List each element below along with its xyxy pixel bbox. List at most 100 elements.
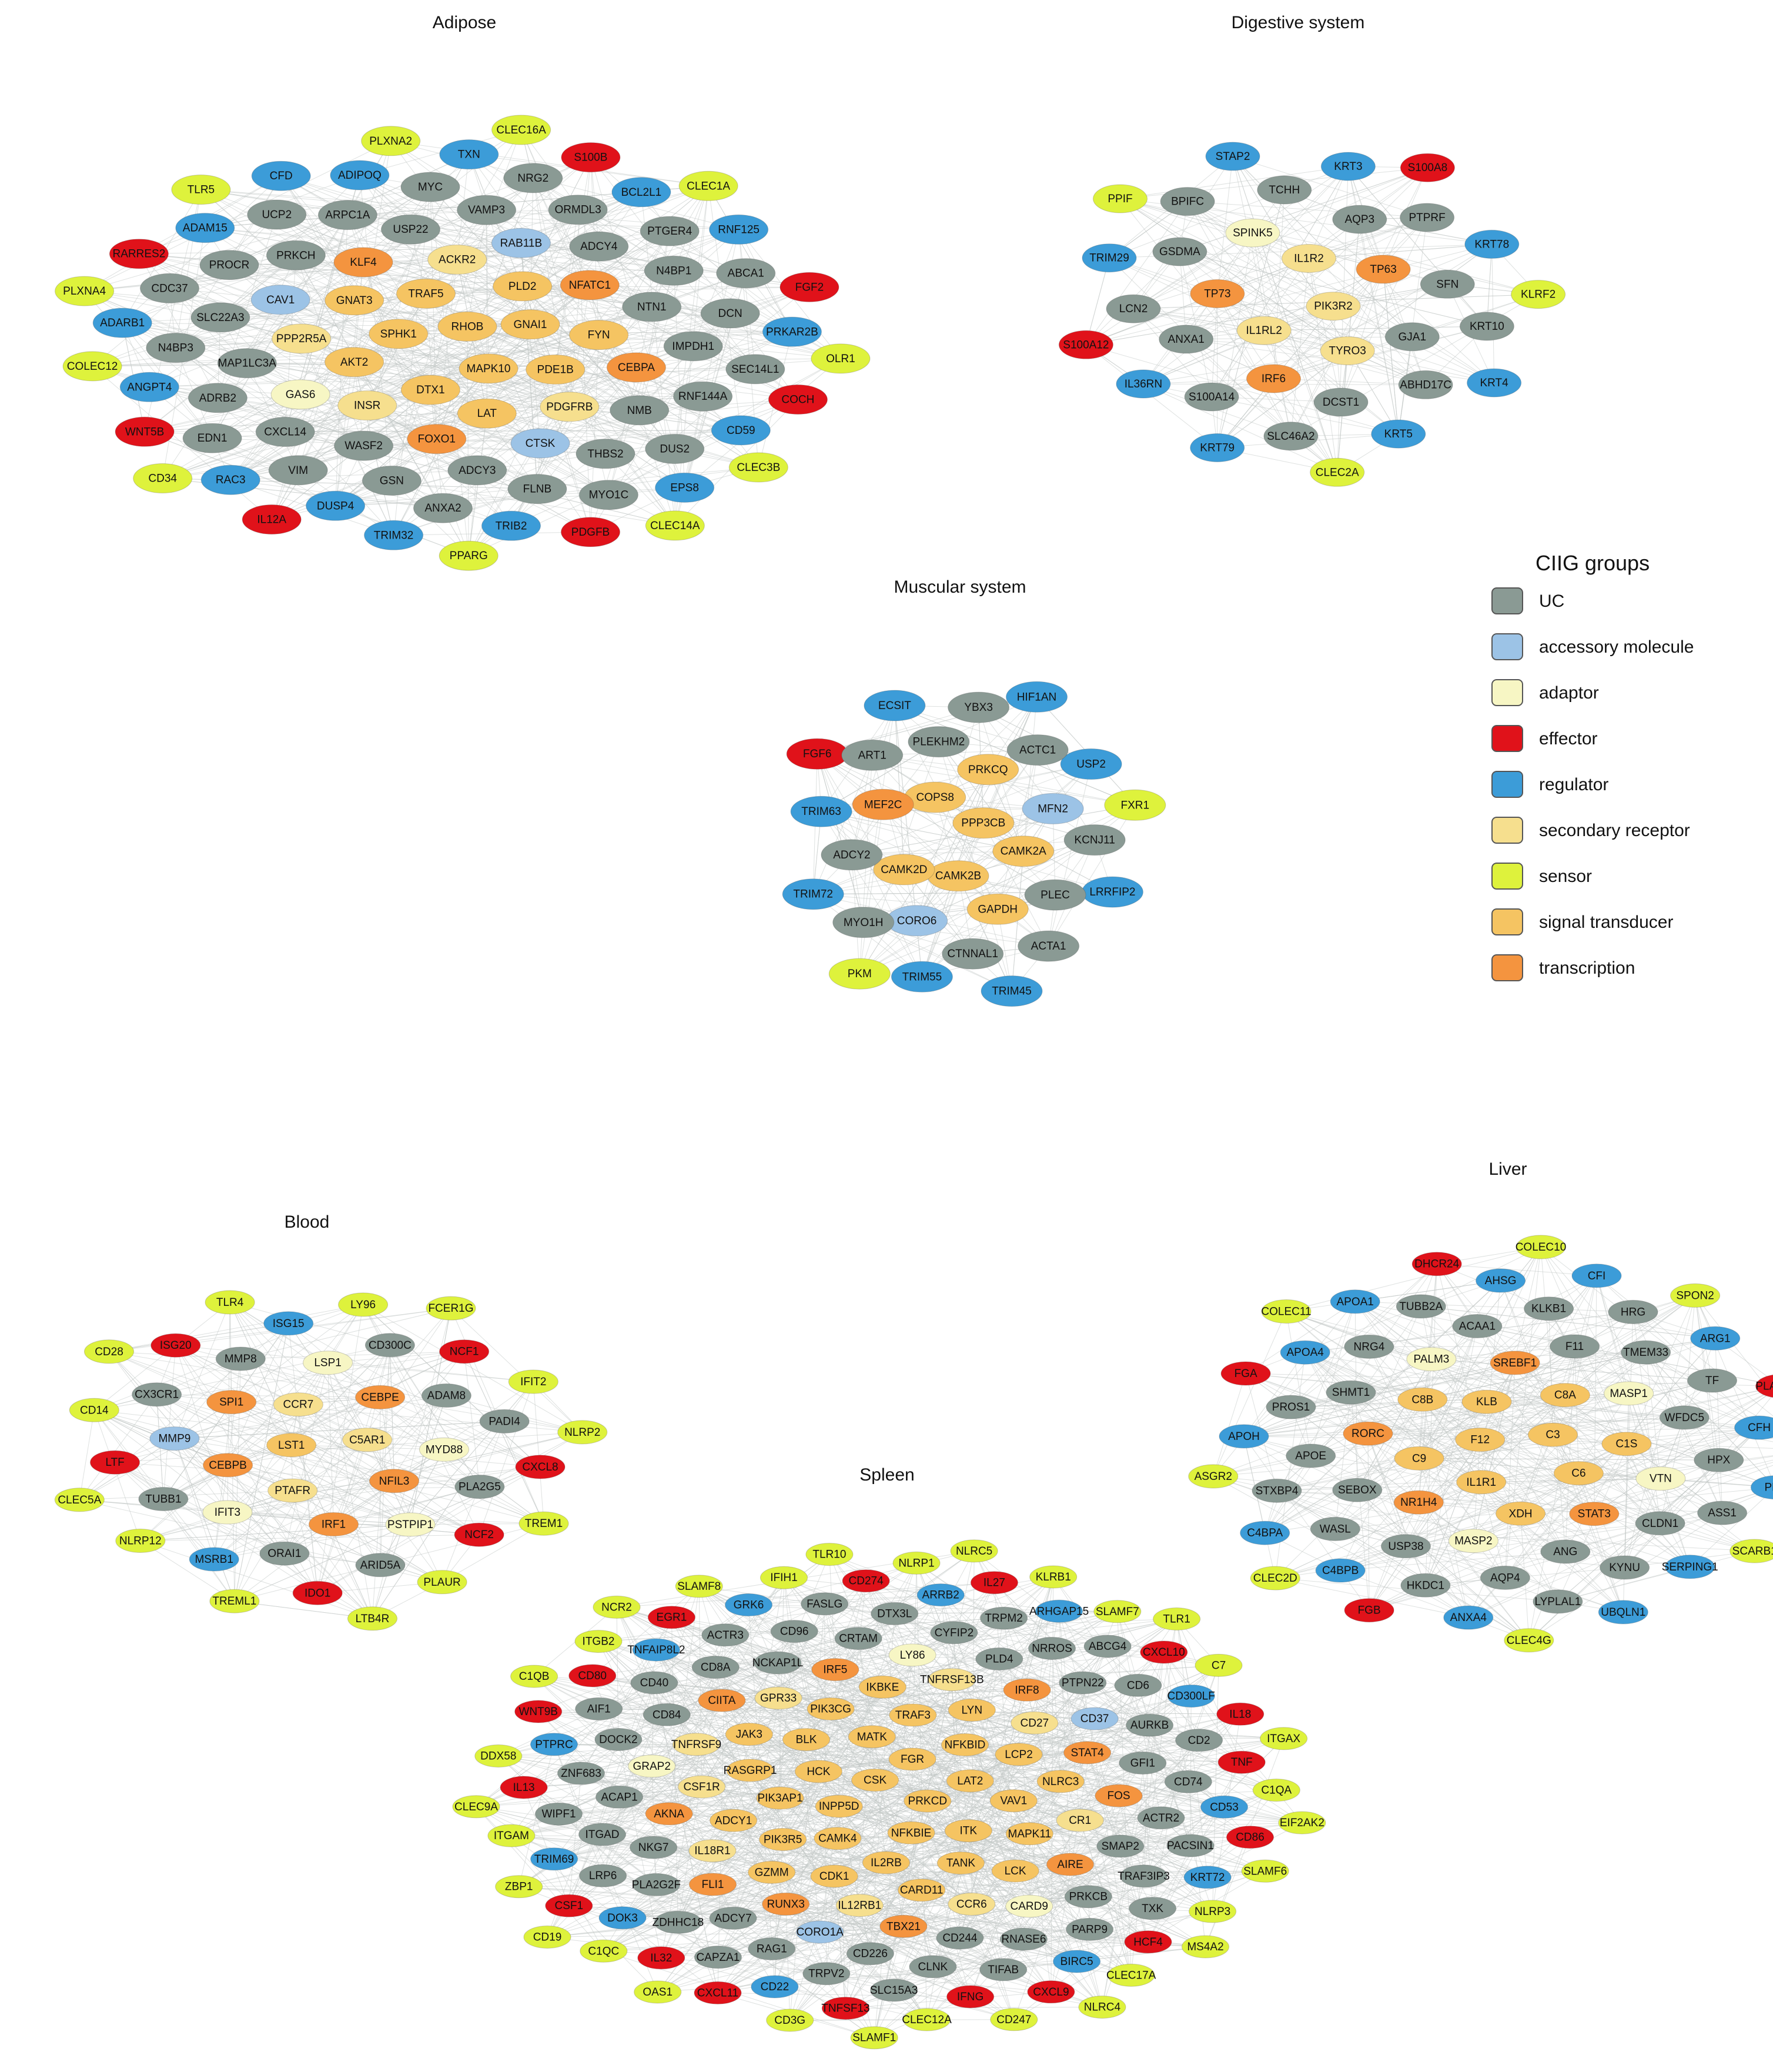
gene-node-ormdl3[interactable]: ORMDL3 (548, 195, 608, 225)
gene-node-anxa4[interactable]: ANXA4 (1443, 1605, 1494, 1630)
gene-node-pstpip1[interactable]: PSTPIP1 (385, 1512, 436, 1537)
gene-node-smap2[interactable]: SMAP2 (1096, 1834, 1145, 1858)
gene-node-csk[interactable]: CSK (851, 1769, 899, 1792)
gene-node-ms4a2[interactable]: MS4A2 (1182, 1935, 1229, 1959)
gene-node-cyfip2[interactable]: CYFIP2 (930, 1621, 978, 1645)
gene-node-krt79[interactable]: KRT79 (1190, 433, 1245, 462)
gene-node-lat[interactable]: LAT (457, 398, 517, 429)
gene-node-aqp4[interactable]: AQP4 (1480, 1565, 1530, 1590)
gene-node-lcn2[interactable]: LCN2 (1106, 294, 1161, 323)
gene-node-cdk1[interactable]: CDK1 (810, 1864, 858, 1888)
gene-node-sec14l1[interactable]: SEC14L1 (725, 354, 785, 385)
gene-node-c9[interactable]: C9 (1394, 1446, 1444, 1471)
gene-node-actr2[interactable]: ACTR2 (1137, 1806, 1185, 1830)
gene-node-nlrp12[interactable]: NLRP12 (115, 1529, 166, 1553)
gene-node-cd300lf[interactable]: CD300LF (1167, 1685, 1215, 1708)
gene-node-slc22a3[interactable]: SLC22A3 (190, 302, 250, 333)
gene-node-egr1[interactable]: EGR1 (647, 1606, 695, 1629)
gene-node-wasf2[interactable]: WASF2 (334, 430, 394, 461)
gene-node-ntn1[interactable]: NTN1 (622, 292, 682, 322)
gene-node-trim72[interactable]: TRIM72 (782, 878, 844, 910)
gene-node-cav1[interactable]: CAV1 (250, 285, 310, 315)
gene-node-itk[interactable]: ITK (944, 1819, 992, 1843)
gene-node-apoe[interactable]: APOE (1286, 1443, 1336, 1468)
gene-node-c5ar1[interactable]: C5AR1 (342, 1428, 393, 1452)
gene-node-coro6[interactable]: CORO6 (886, 905, 948, 937)
gene-node-padi4[interactable]: PADI4 (479, 1409, 530, 1433)
gene-node-isg20[interactable]: ISG20 (150, 1333, 201, 1358)
gene-node-tp73[interactable]: TP73 (1190, 279, 1245, 308)
gene-node-trim45[interactable]: TRIM45 (981, 975, 1043, 1007)
gene-node-parp9[interactable]: PARP9 (1066, 1917, 1114, 1941)
gene-node-camk2d[interactable]: CAMK2D (873, 854, 935, 885)
gene-node-ifit2[interactable]: IFIT2 (508, 1369, 558, 1394)
gene-node-pla2g1b[interactable]: PLA2G1B (1755, 1374, 1773, 1398)
gene-node-il13[interactable]: IL13 (500, 1776, 548, 1799)
gene-node-vamp3[interactable]: VAMP3 (457, 195, 517, 225)
gene-node-spon2[interactable]: SPON2 (1670, 1283, 1721, 1308)
gene-node-traf5[interactable]: TRAF5 (396, 278, 456, 309)
gene-node-aif1[interactable]: AIF1 (575, 1697, 623, 1720)
gene-node-rab11b[interactable]: RAB11B (491, 228, 551, 258)
gene-node-s100a8[interactable]: S100A8 (1400, 153, 1455, 182)
gene-node-gsn[interactable]: GSN (362, 466, 421, 496)
gene-node-ncf2[interactable]: NCF2 (454, 1522, 504, 1547)
gene-node-pdgfb[interactable]: PDGFB (561, 517, 620, 547)
gene-node-dok3[interactable]: DOK3 (598, 1906, 647, 1930)
gene-node-wnt9b[interactable]: WNT9B (514, 1700, 563, 1723)
gene-node-cd74[interactable]: CD74 (1164, 1770, 1212, 1793)
gene-node-cd14[interactable]: CD14 (69, 1398, 119, 1422)
gene-node-ctsk[interactable]: CTSK (510, 428, 570, 459)
gene-node-lck[interactable]: LCK (991, 1859, 1039, 1883)
gene-node-prkch[interactable]: PRKCH (266, 240, 326, 270)
gene-node-klrf2[interactable]: KLRF2 (1511, 280, 1566, 309)
gene-node-gapdh[interactable]: GAPDH (966, 893, 1029, 925)
gene-node-txn[interactable]: TXN (439, 139, 499, 170)
gene-node-ctnnal1[interactable]: CTNNAL1 (942, 938, 1004, 970)
gene-node-masp1[interactable]: MASP1 (1604, 1381, 1654, 1406)
gene-node-clec16a[interactable]: CLEC16A (491, 115, 551, 145)
gene-node-plg[interactable]: PLG (1751, 1475, 1773, 1500)
gene-node-krt10[interactable]: KRT10 (1459, 312, 1514, 341)
gene-node-gja1[interactable]: GJA1 (1384, 322, 1440, 352)
gene-node-clec12a[interactable]: CLEC12A (902, 2008, 952, 2031)
gene-node-cxcl10[interactable]: CXCL10 (1140, 1640, 1188, 1664)
gene-node-ahsg[interactable]: AHSG (1476, 1268, 1526, 1293)
gene-node-anxa2[interactable]: ANXA2 (413, 493, 473, 523)
gene-node-procr[interactable]: PROCR (199, 250, 259, 280)
gene-node-gas6[interactable]: GAS6 (270, 379, 330, 410)
gene-node-cd28[interactable]: CD28 (84, 1339, 134, 1364)
gene-node-clec9a[interactable]: CLEC9A (452, 1795, 500, 1819)
gene-node-cd300c[interactable]: CD300C (364, 1333, 415, 1358)
gene-node-trim55[interactable]: TRIM55 (891, 961, 953, 992)
gene-node-spi1[interactable]: SPI1 (206, 1390, 257, 1415)
gene-node-orai1[interactable]: ORAI1 (259, 1541, 310, 1566)
gene-node-dtx3l[interactable]: DTX3L (871, 1602, 919, 1625)
gene-node-s100b[interactable]: S100B (561, 142, 621, 173)
gene-node-pros1[interactable]: PROS1 (1266, 1395, 1316, 1419)
gene-node-mfn2[interactable]: MFN2 (1022, 793, 1084, 824)
gene-node-mmp8[interactable]: MMP8 (215, 1346, 266, 1371)
gene-node-nlrp1[interactable]: NLRP1 (892, 1551, 941, 1575)
gene-node-ptpn22[interactable]: PTPN22 (1059, 1671, 1107, 1695)
gene-node-card11[interactable]: CARD11 (898, 1879, 946, 1902)
gene-node-stap2[interactable]: STAP2 (1205, 142, 1260, 171)
gene-node-nmb[interactable]: NMB (610, 395, 670, 426)
gene-node-nrg2[interactable]: NRG2 (503, 163, 563, 193)
gene-node-usp22[interactable]: USP22 (381, 214, 440, 245)
gene-node-ifng[interactable]: IFNG (946, 1985, 995, 2008)
gene-node-oas1[interactable]: OAS1 (634, 1980, 682, 2004)
gene-node-tubb2a[interactable]: TUBB2A (1396, 1294, 1446, 1319)
gene-node-cd80[interactable]: CD80 (568, 1664, 617, 1687)
gene-node-rac3[interactable]: RAC3 (200, 464, 260, 495)
gene-node-il1rl2[interactable]: IL1RL2 (1236, 316, 1292, 345)
gene-node-ackr2[interactable]: ACKR2 (427, 245, 487, 275)
gene-node-irf6[interactable]: IRF6 (1246, 364, 1301, 393)
gene-node-kynu[interactable]: KYNU (1600, 1555, 1650, 1580)
gene-node-rhob[interactable]: RHOB (437, 311, 497, 342)
gene-node-tlr5[interactable]: TLR5 (171, 175, 231, 205)
gene-node-plekhm2[interactable]: PLEKHM2 (908, 726, 970, 758)
gene-node-pkm[interactable]: PKM (828, 958, 891, 990)
gene-node-slamf1[interactable]: SLAMF1 (850, 2026, 898, 2050)
gene-node-tchh[interactable]: TCHH (1257, 175, 1312, 205)
